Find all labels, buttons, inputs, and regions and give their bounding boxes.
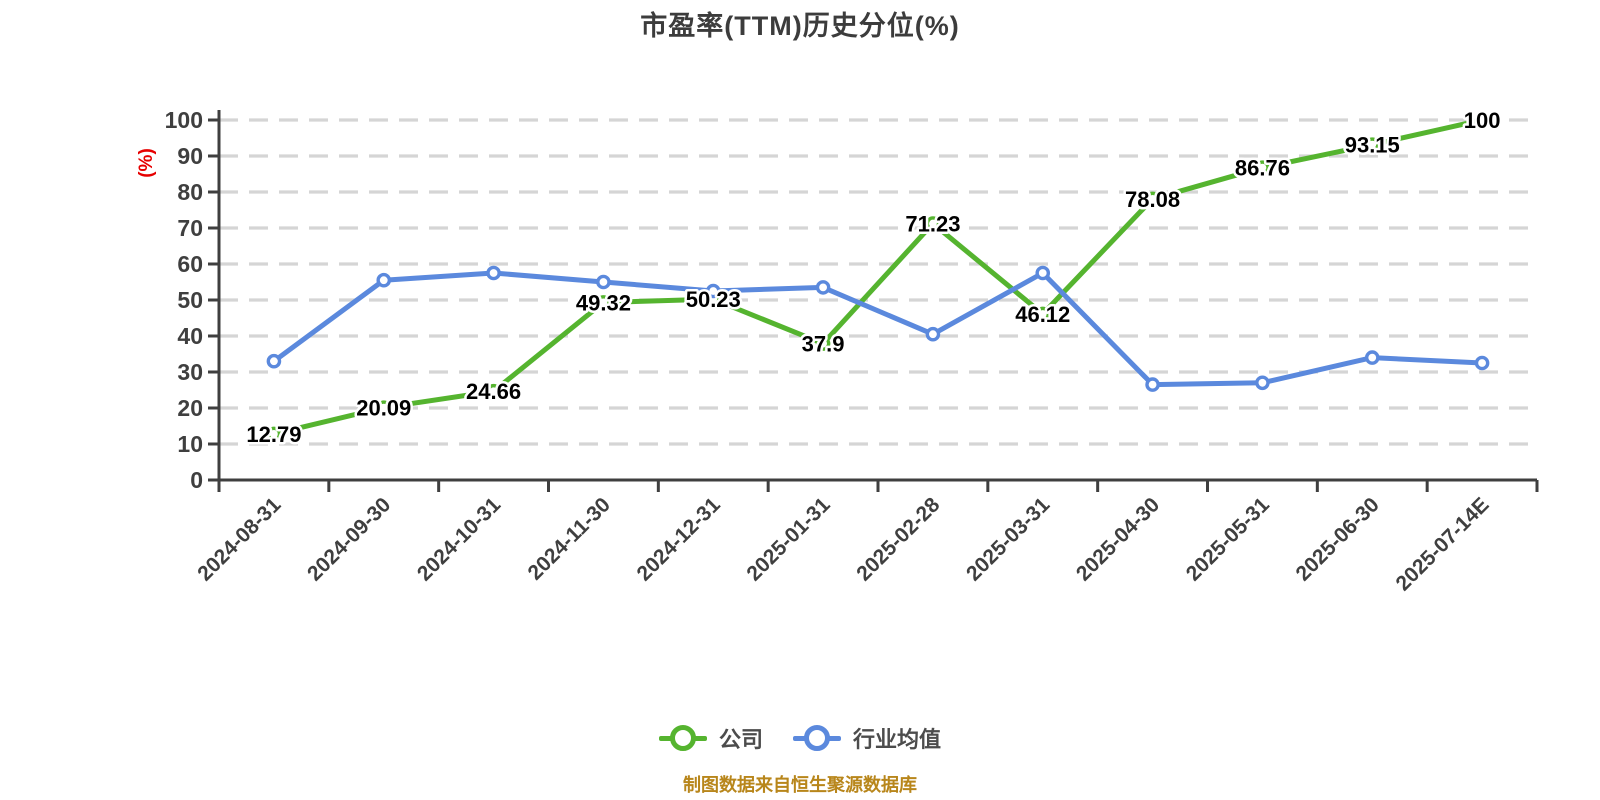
legend-label-company: 公司 [718, 727, 763, 752]
svg-text:2024-12-31: 2024-12-31 [633, 493, 725, 585]
company-value-label-2024-11-30: 49.32 [576, 290, 631, 315]
industry-data-point-2025-03-31[interactable] [1035, 265, 1051, 281]
industry-data-point-2025-01-31[interactable] [815, 280, 831, 295]
svg-text:2024-10-31: 2024-10-31 [413, 493, 505, 585]
company-value-label-2024-10-31: 24.66 [466, 379, 521, 404]
svg-text:2025-04-30: 2025-04-30 [1072, 493, 1164, 585]
industry-data-point-2025-05-31[interactable] [1255, 375, 1270, 391]
industry-series-line [271, 270, 1485, 388]
svg-text:10: 10 [177, 431, 203, 457]
company-data-point-2025-01-31[interactable] [815, 336, 831, 351]
svg-text:0: 0 [190, 467, 203, 493]
svg-text:90: 90 [177, 143, 203, 169]
svg-text:2025-01-31: 2025-01-31 [742, 493, 834, 585]
svg-text:2024-11-30: 2024-11-30 [524, 493, 615, 584]
industry-series-points [266, 265, 1490, 392]
company-value-labels: 12.79 20.09 24.66 49.32 50.23 37.9 71.23 46.12 7… [244, 106, 1503, 450]
company-data-point-2025-07-14E[interactable] [1474, 112, 1490, 128]
data-source-note: 制图数据来自恒生聚源数据库 [683, 775, 917, 795]
company-value-label-2024-09-30: 20.09 [356, 396, 411, 421]
svg-text:2025-03-31: 2025-03-31 [962, 493, 1054, 585]
industry-data-point-2025-04-30[interactable] [1145, 377, 1160, 392]
company-value-label-2024-12-31: 50.23 [686, 287, 741, 312]
company-data-point-2024-10-31[interactable] [486, 383, 501, 399]
company-data-point-2025-03-31[interactable] [1035, 306, 1051, 322]
company-value-label-2025-07-14E: 100 [1464, 108, 1501, 133]
svg-text:100: 100 [165, 107, 203, 133]
industry-data-point-2024-12-31[interactable] [705, 283, 721, 299]
legend-item-industry-average[interactable]: 行业均值 [793, 722, 941, 754]
legend: 公司 行业均值 [0, 722, 1600, 754]
svg-text:2024-08-31: 2024-08-31 [193, 493, 285, 585]
legend-item-company[interactable]: 公司 [658, 722, 763, 754]
svg-text:50: 50 [177, 287, 203, 313]
company-value-label-2024-08-31: 12.79 [246, 422, 301, 447]
company-series-points [266, 112, 1490, 442]
company-value-label-2025-01-31: 37.9 [802, 332, 845, 357]
company-value-label-2025-02-28: 71.23 [905, 212, 960, 237]
y-axis-unit-label: (%) [136, 148, 157, 178]
svg-text:2025-02-28: 2025-02-28 [852, 493, 944, 585]
y-axis-tick-labels: 0 10 20 30 40 50 60 70 80 90 100 [165, 107, 203, 493]
svg-text:20: 20 [177, 395, 203, 421]
chart-title: 市盈率(TTM)历史分位(%) [640, 11, 960, 41]
company-data-point-2024-08-31[interactable] [266, 426, 282, 442]
svg-text:60: 60 [177, 251, 203, 277]
company-data-point-2024-09-30[interactable] [376, 400, 392, 415]
industry-data-point-2024-09-30[interactable] [376, 272, 392, 288]
industry-data-point-2025-02-28[interactable] [925, 326, 941, 342]
company-value-label-2025-06-30: 93.15 [1345, 133, 1400, 158]
svg-text:80: 80 [177, 179, 203, 205]
industry-data-point-2024-11-30[interactable] [596, 274, 611, 290]
axes [208, 110, 1539, 492]
industry-data-point-2024-10-31[interactable] [486, 265, 501, 281]
company-value-label-2025-05-31: 86.76 [1235, 156, 1290, 181]
company-value-label-2025-03-31: 46.12 [1015, 302, 1070, 327]
svg-text:2025-05-31: 2025-05-31 [1182, 493, 1274, 585]
company-line-marker-icon [658, 724, 707, 752]
industry-data-point-2025-06-30[interactable] [1364, 350, 1380, 365]
company-value-label-2025-04-30: 78.08 [1125, 187, 1180, 212]
company-data-point-2025-06-30[interactable] [1364, 137, 1380, 152]
company-data-point-2025-04-30[interactable] [1145, 191, 1160, 207]
industry-data-point-2025-07-14E[interactable] [1474, 355, 1490, 371]
industry-line-marker-icon [793, 724, 841, 752]
svg-text:2025-07-14E: 2025-07-14E [1391, 493, 1493, 595]
svg-text:30: 30 [177, 359, 203, 385]
company-data-point-2025-05-31[interactable] [1255, 160, 1270, 175]
x-axis-tick-labels: 2024-08-31 2024-09-30 2024-10-31 2024-11-30… [193, 493, 1493, 595]
svg-text:2025-06-30: 2025-06-30 [1292, 493, 1384, 585]
company-series-line [271, 117, 1485, 437]
svg-text:2024-09-30: 2024-09-30 [303, 493, 395, 585]
industry-data-point-2024-08-31[interactable] [266, 353, 282, 369]
legend-label-industry-average: 行业均值 [853, 727, 942, 752]
company-data-point-2024-11-30[interactable] [596, 295, 611, 310]
company-data-point-2025-02-28[interactable] [925, 216, 941, 231]
svg-text:40: 40 [177, 323, 203, 349]
svg-text:70: 70 [177, 215, 203, 241]
